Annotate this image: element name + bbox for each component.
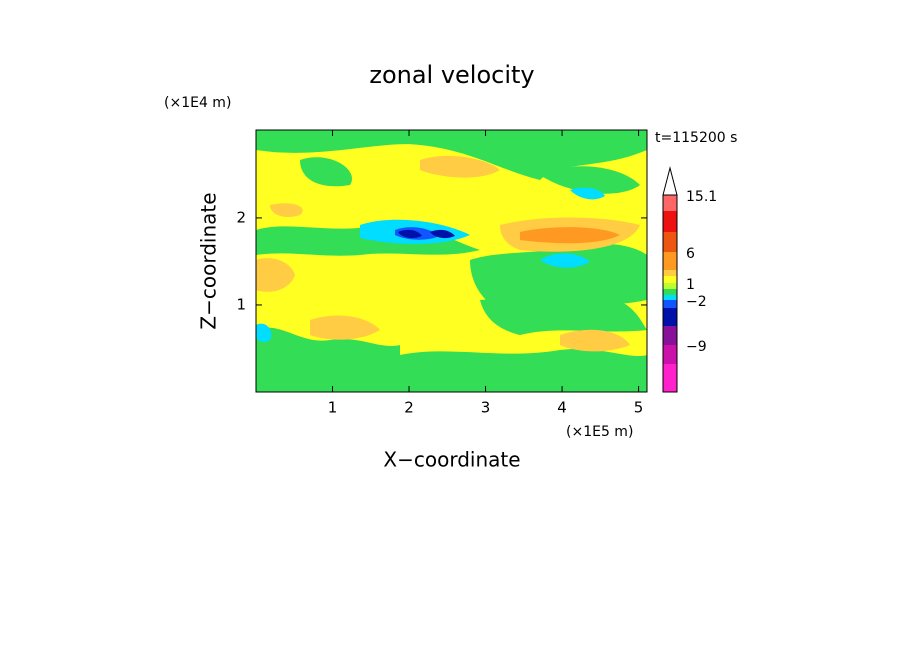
colorbar-label: 1 — [686, 277, 695, 293]
colorbar-label: −2 — [686, 294, 707, 310]
x-unit: (×1E5 m) — [566, 424, 633, 440]
colorbar-segment — [663, 211, 677, 232]
colorbar-segment — [663, 300, 677, 308]
colorbar-segment — [663, 276, 677, 283]
colorbar-extend — [662, 166, 678, 196]
colorbar-segment — [663, 195, 677, 211]
x-tick-label: 5 — [634, 399, 644, 417]
plot-frame — [255, 129, 648, 393]
contour-field — [256, 130, 647, 392]
colorbar-segment — [663, 345, 677, 364]
colorbar-frame — [662, 194, 678, 393]
y-tick-label: 2 — [236, 208, 246, 226]
colorbar-segment — [663, 326, 677, 345]
colorbar-segment — [663, 364, 677, 392]
colorbar-segment — [663, 308, 677, 326]
colorbar-segment — [663, 252, 677, 270]
colorbar-segment — [663, 270, 677, 276]
colorbar-label: 15.1 — [686, 189, 717, 205]
x-tick-label: 2 — [404, 399, 414, 417]
x-tick-label: 4 — [557, 399, 567, 417]
y-unit: (×1E4 m) — [164, 95, 231, 111]
x-tick-label: 1 — [328, 399, 338, 417]
annotation: t=115200 s — [655, 130, 737, 146]
y-axis-label: Z−coordinate — [197, 192, 221, 329]
colorbar-label: −9 — [686, 339, 707, 355]
colorbar-segment — [663, 283, 677, 289]
colorbar-segment — [663, 295, 677, 300]
colorbar-label: 6 — [686, 246, 695, 262]
colorbar-segment — [663, 232, 677, 252]
colorbar-segment — [663, 289, 677, 295]
x-axis-label: X−coordinate — [383, 448, 520, 472]
chart-title: zonal velocity — [369, 61, 534, 89]
y-tick-label: 1 — [236, 295, 246, 313]
x-tick-label: 3 — [481, 399, 491, 417]
